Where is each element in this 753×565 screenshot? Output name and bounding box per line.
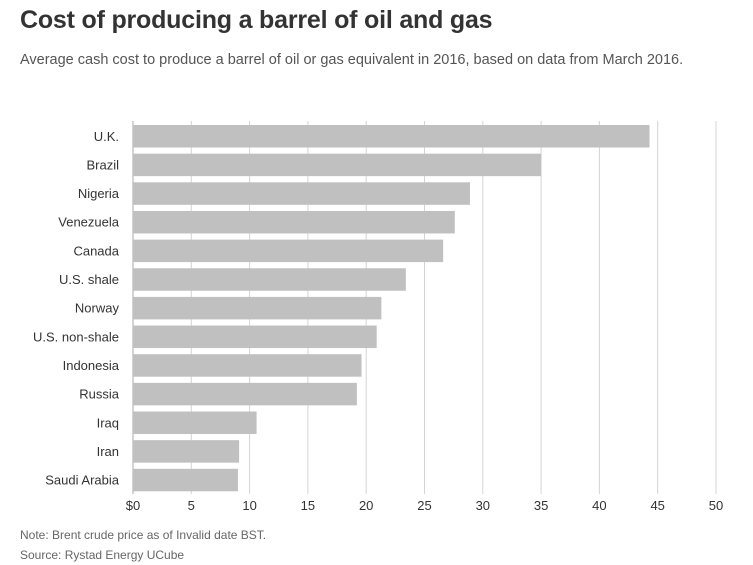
bar (133, 382, 357, 406)
bar (133, 296, 382, 320)
bar (133, 210, 455, 234)
category-label: Brazil (86, 157, 119, 172)
bar (133, 440, 240, 463)
category-label: U.S. non-shale (33, 329, 119, 344)
x-tick-label: 10 (242, 498, 256, 513)
category-label: Canada (73, 243, 119, 258)
bar (133, 411, 257, 434)
bar (133, 325, 377, 349)
source-note: Source: Rystad Energy UCube (20, 548, 185, 562)
chart-subtitle: Average cash cost to produce a barrel of… (20, 52, 684, 68)
footnote: Note: Brent crude price as of Invalid da… (20, 528, 267, 542)
category-label: Iraq (97, 415, 119, 430)
category-label: Venezuela (58, 215, 119, 230)
category-label: Saudi Arabia (45, 473, 119, 488)
category-label: Norway (75, 301, 120, 316)
bar-chart: U.K. Brazil Nigeria Venezuela Canada U.S. sha… (33, 121, 723, 513)
category-label: Indonesia (63, 358, 120, 373)
bar (133, 354, 362, 377)
bar (133, 239, 444, 263)
category-label: U.K. (94, 129, 119, 144)
bar (133, 468, 238, 492)
bar (133, 153, 542, 177)
category-labels: U.K. Brazil Nigeria Venezuela Canada U.S. sha… (33, 129, 120, 488)
category-label: Iran (97, 444, 119, 459)
x-tick-label: 35 (534, 498, 548, 513)
chart-title: Cost of producing a barrel of oil and ga… (20, 6, 493, 34)
x-axis-ticks: $0 5 10 15 20 25 30 35 40 45 50 (126, 498, 723, 513)
x-tick-label: 15 (301, 498, 315, 513)
x-tick-label: 25 (417, 498, 431, 513)
x-tick-label: $0 (126, 498, 140, 513)
category-label: Nigeria (78, 186, 120, 201)
bar (133, 182, 470, 205)
x-tick-label: 20 (359, 498, 373, 513)
bar (133, 268, 406, 291)
bars (133, 125, 650, 492)
category-label: Russia (79, 387, 120, 402)
x-tick-label: 30 (476, 498, 490, 513)
x-tick-label: 5 (188, 498, 195, 513)
bar (133, 125, 650, 148)
x-tick-label: 45 (650, 498, 664, 513)
category-label: U.S. shale (59, 272, 119, 287)
x-tick-label: 40 (592, 498, 606, 513)
x-tick-label: 50 (709, 498, 723, 513)
